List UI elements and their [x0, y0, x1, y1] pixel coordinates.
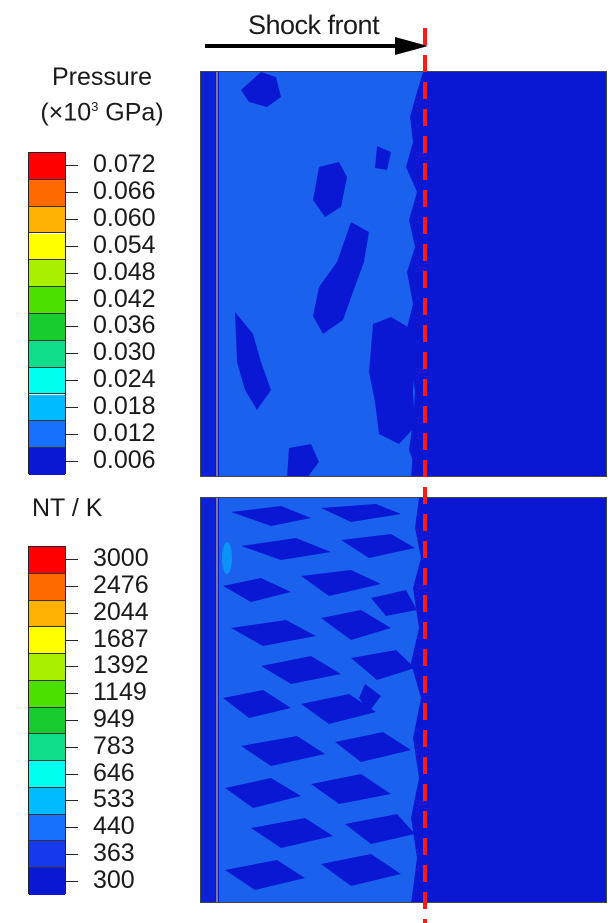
- temperature-tick-label: 2044: [93, 597, 149, 626]
- temperature-tick-label: 2476: [93, 571, 149, 600]
- temperature-tick-label: 1392: [93, 651, 149, 680]
- pressure-colorbar-cell: [29, 421, 65, 449]
- temperature-colorbar-cell: [29, 787, 65, 815]
- pressure-tick-label: 0.018: [93, 391, 156, 420]
- temperature-colorbar-cell: [29, 868, 65, 895]
- pressure-colorbar-cell: [29, 206, 65, 234]
- pressure-tick-mark: [66, 460, 78, 462]
- temperature-legend-title: NT / K: [32, 494, 103, 522]
- temperature-colorbar-cell: [29, 627, 65, 655]
- pressure-colorbar-cell: [29, 287, 65, 314]
- pressure-tick-mark: [66, 433, 78, 435]
- temperature-tick-mark: [66, 666, 78, 668]
- pressure-tick-label: 0.060: [93, 204, 156, 233]
- pressure-tick-label: 0.036: [93, 311, 156, 340]
- pressure-tick-label: 0.048: [93, 257, 156, 286]
- temperature-tick-label: 363: [93, 838, 135, 867]
- pressure-tick-label: 0.024: [93, 365, 156, 394]
- temperature-colorbar-cell: [29, 547, 65, 574]
- temperature-colorbar-cell: [29, 814, 65, 842]
- pressure-tick-mark: [66, 165, 78, 167]
- pressure-tick-mark: [66, 353, 78, 355]
- pressure-colorbar-cell: [29, 260, 65, 288]
- temperature-tick-mark: [66, 693, 78, 695]
- temperature-colorbar-cell: [29, 841, 65, 869]
- pressure-colorbar-cell: [29, 179, 65, 207]
- temperature-tick-label: 1149: [93, 678, 147, 707]
- pressure-tick-mark: [66, 406, 78, 408]
- temperature-tick-label: 646: [93, 758, 135, 787]
- pressure-tick-label: 0.042: [93, 284, 156, 313]
- pressure-tick-mark: [66, 245, 78, 247]
- temperature-colorbar-cell: [29, 680, 65, 708]
- temperature-tick-mark: [66, 559, 78, 561]
- temperature-tick-mark: [66, 720, 78, 721]
- pressure-colorbar-cell: [29, 153, 65, 180]
- temperature-tick-mark: [66, 773, 78, 775]
- pressure-tick-label: 0.006: [93, 445, 156, 474]
- pressure-title-line1: Pressure: [51, 63, 153, 91]
- shock-front-label: Shock front: [248, 10, 380, 40]
- temperature-contour-panel: [200, 497, 607, 903]
- temperature-tick-label: 300: [93, 865, 135, 894]
- pressure-tick-mark: [66, 192, 78, 194]
- temperature-tick-mark: [66, 639, 78, 641]
- temperature-colorbar-cell: [29, 734, 65, 762]
- temperature-tick-mark: [66, 827, 78, 829]
- temperature-tick-mark: [66, 612, 78, 614]
- temperature-tick-mark: [66, 853, 78, 855]
- pressure-tick-label: 0.066: [93, 177, 156, 206]
- pressure-colorbar: [28, 152, 66, 475]
- temperature-colorbar: [28, 546, 66, 895]
- pressure-tick-label: 0.012: [93, 418, 156, 447]
- pressure-tick-label: 0.054: [93, 230, 156, 259]
- pressure-colorbar-cell: [29, 340, 65, 368]
- pressure-colorbar-cell: [29, 448, 65, 475]
- pressure-tick-mark: [66, 219, 78, 221]
- pressure-colorbar-cell: [29, 314, 65, 341]
- pressure-tick-mark: [66, 380, 78, 382]
- pressure-tick-mark: [66, 299, 78, 301]
- pressure-colorbar-cell: [29, 394, 65, 422]
- temperature-tick-label: 533: [93, 785, 135, 814]
- temperature-tick-mark: [66, 880, 78, 882]
- pressure-tick-mark: [66, 326, 78, 328]
- temperature-tick-mark: [66, 800, 78, 802]
- temperature-tick-label: 783: [93, 731, 135, 760]
- shock-front-line: [423, 28, 427, 923]
- temperature-tick-label: 440: [93, 812, 135, 841]
- shock-direction-arrow: [205, 37, 428, 55]
- temperature-tick-label: 949: [93, 705, 135, 733]
- temperature-colorbar-cell: [29, 761, 65, 788]
- temperature-colorbar-cell: [29, 654, 65, 681]
- pressure-tick-label: 0.072: [93, 150, 156, 179]
- pressure-tick-label: 0.030: [93, 338, 156, 367]
- temperature-tick-mark: [66, 586, 78, 588]
- pressure-colorbar-cell: [29, 233, 65, 261]
- pressure-title-line2: (×103 GPa): [40, 98, 164, 127]
- temperature-tick-mark: [66, 746, 78, 748]
- temperature-tick-label: 1687: [93, 624, 149, 653]
- temperature-tick-label: 3000: [93, 544, 149, 573]
- pressure-tick-mark: [66, 272, 78, 274]
- temperature-colorbar-cell: [29, 573, 65, 601]
- pressure-colorbar-cell: [29, 367, 65, 395]
- pressure-contour-panel: [200, 71, 607, 477]
- pressure-legend-title: Pressure (×103 GPa): [22, 62, 182, 127]
- temperature-colorbar-cell: [29, 707, 65, 735]
- temperature-colorbar-cell: [29, 600, 65, 628]
